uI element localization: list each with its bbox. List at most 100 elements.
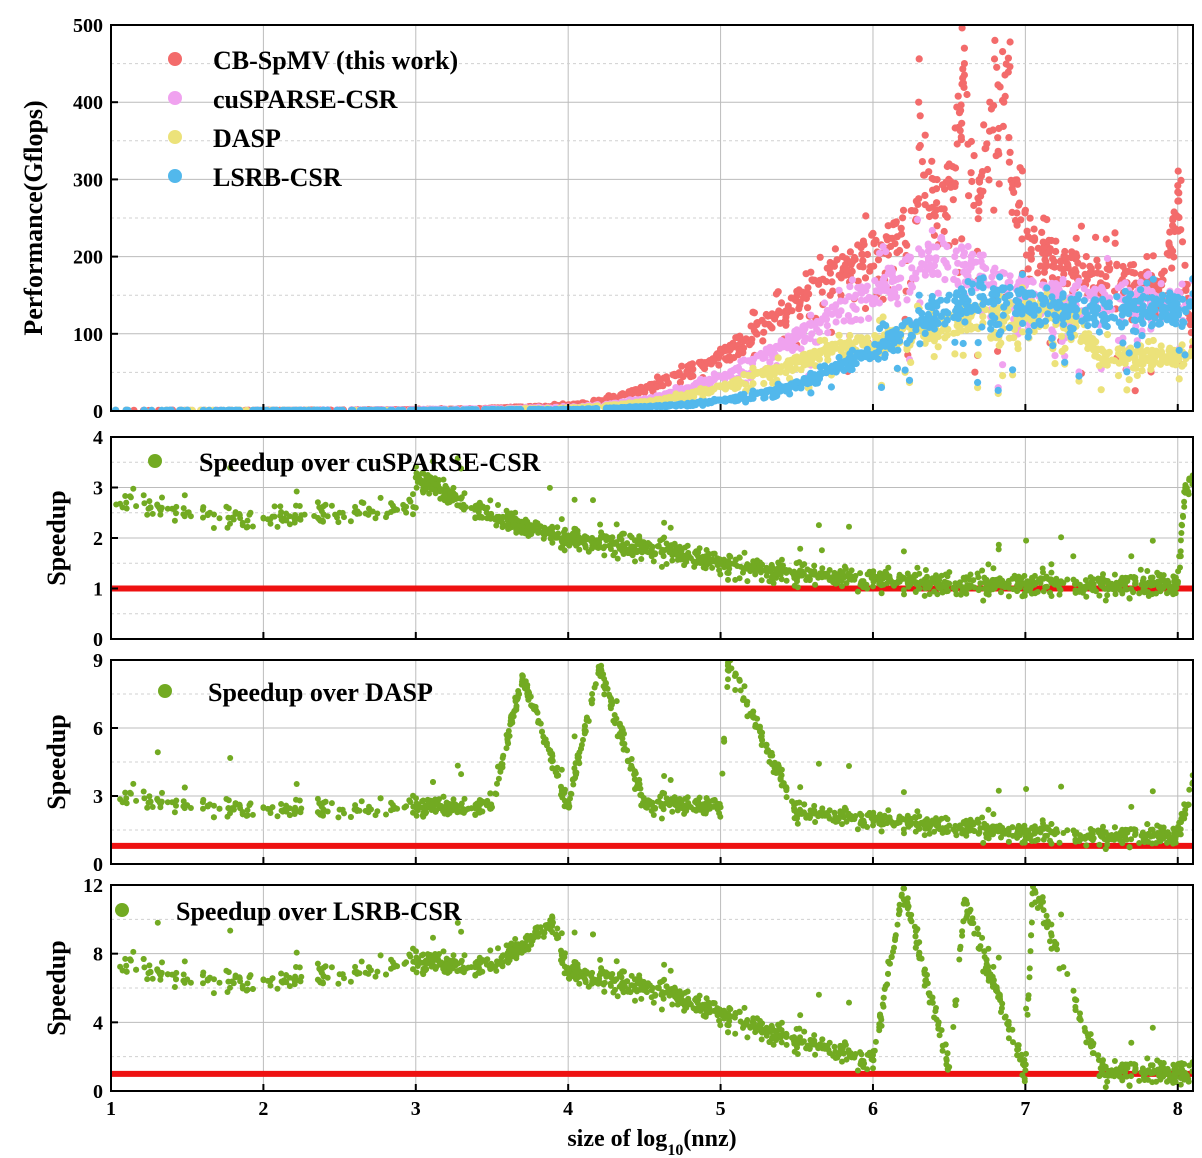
data-point [1160,585,1167,592]
data-point [854,334,862,342]
data-point [1043,573,1050,580]
data-point [1127,290,1135,298]
data-point [725,576,731,583]
data-point [945,160,953,168]
data-point [1077,337,1085,346]
data-point [862,336,870,344]
data-point [995,150,1003,158]
data-point [1052,280,1060,288]
data-point [931,588,938,595]
data-point [990,102,998,110]
data-point [848,276,857,284]
data-point [244,517,251,524]
data-point [547,535,554,542]
data-point [216,515,223,522]
y-tick-label: 500 [73,15,103,37]
data-point [931,212,939,220]
data-point [932,185,941,193]
data-point [841,339,849,347]
data-point [1149,537,1156,544]
data-point [517,406,525,411]
data-point [681,562,688,569]
data-point [732,364,740,373]
data-point [1174,167,1182,175]
data-point [323,406,331,411]
data-point [1113,579,1120,586]
data-point [546,484,553,491]
data-point [1030,322,1038,330]
data-point [974,194,982,202]
data-point [784,357,792,365]
data-point [985,561,992,568]
data-point [995,541,1002,548]
legend-label: cuSPARSE-CSR [213,85,398,114]
data-point [1086,302,1094,310]
data-point [706,357,714,365]
data-point [987,325,995,333]
data-point [930,262,939,270]
data-point [1156,300,1164,308]
data-point [991,36,999,45]
data-point [1125,349,1133,357]
data-point [634,547,641,554]
data-point [220,406,228,411]
data-point [862,353,870,361]
data-point [1024,333,1032,341]
data-point [296,406,304,411]
data-point [133,503,140,510]
data-point [898,259,906,268]
data-point [846,283,854,291]
data-point [864,585,871,592]
data-point [1011,216,1020,225]
data-point [982,306,990,314]
data-point [1148,356,1156,364]
data-point [1139,319,1147,327]
data-point [496,406,504,411]
data-point [347,518,354,525]
data-point [964,278,972,286]
data-point [796,298,804,306]
data-point [982,144,990,152]
data-point [692,387,700,395]
data-point [676,378,685,386]
data-point [1082,586,1089,593]
data-point [999,361,1007,369]
data-point [979,262,987,270]
data-point [649,543,656,550]
data-point [1174,197,1182,205]
data-point [941,276,949,284]
data-point [278,516,285,523]
data-point [885,564,892,571]
data-point [1098,345,1106,353]
data-point [280,406,288,411]
data-point [846,248,855,256]
data-point [1043,284,1051,292]
data-point [995,180,1003,188]
data-point [876,249,884,257]
data-point [1058,534,1065,541]
data-point [1035,317,1043,325]
data-point [926,591,933,598]
data-point [183,406,191,411]
data-point [881,350,889,359]
data-point [957,133,965,141]
data-point [953,140,961,148]
data-point [932,309,940,317]
data-point [1066,329,1074,337]
data-point [959,351,967,359]
data-point [1104,592,1111,599]
data-point [905,317,913,325]
data-point [1006,278,1014,286]
data-point [953,312,961,321]
data-point [949,196,957,204]
data-point [979,292,987,301]
data-point [239,519,246,526]
data-point [921,592,928,599]
data-point [1026,214,1034,222]
data-point [911,207,919,215]
data-point [979,187,987,195]
data-point [1139,302,1147,310]
data-point [979,313,987,321]
data-point [834,580,841,587]
data-point [784,332,792,340]
